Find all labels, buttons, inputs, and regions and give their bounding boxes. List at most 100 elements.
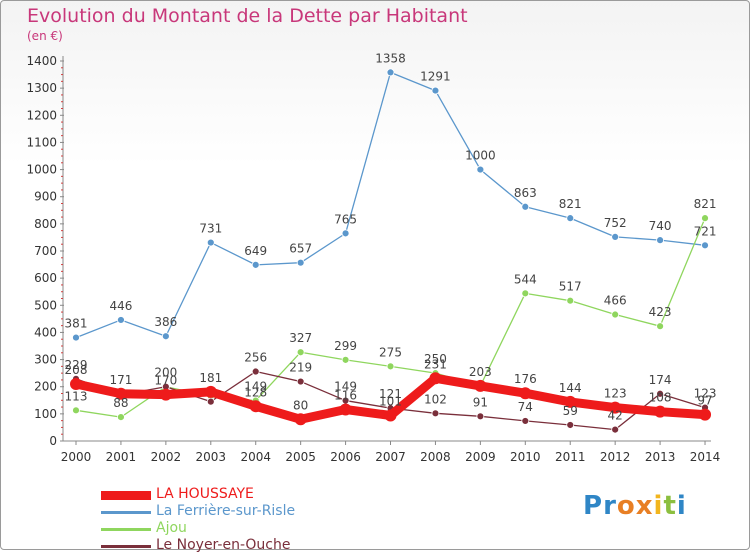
data-label: 80 — [293, 398, 308, 412]
data-point — [654, 405, 667, 418]
data-label: 256 — [244, 351, 267, 365]
data-label: 88 — [113, 396, 128, 410]
data-label: 203 — [469, 365, 492, 379]
data-label: 752 — [604, 216, 627, 230]
data-point — [161, 332, 170, 341]
logo-letter: P — [583, 491, 604, 521]
data-label: 821 — [559, 197, 582, 211]
data-label: 765 — [334, 212, 357, 226]
x-tick-label: 2013 — [645, 450, 676, 464]
data-label: 386 — [154, 315, 177, 329]
data-point — [701, 214, 709, 223]
y-tick-label: 1400 — [26, 54, 57, 68]
legend-label: La Ferrière-sur-Risle — [156, 503, 296, 519]
x-tick-label: 2001 — [106, 450, 137, 464]
data-label: 649 — [244, 244, 267, 258]
y-tick-label: 200 — [34, 380, 57, 394]
data-point — [339, 403, 352, 416]
data-label: 721 — [694, 224, 717, 238]
data-point — [251, 260, 260, 269]
data-point — [564, 395, 577, 408]
x-tick-label: 2010 — [510, 450, 541, 464]
data-label: 381 — [65, 317, 88, 331]
data-point — [656, 389, 664, 398]
data-point — [70, 378, 82, 390]
y-tick-label: 1200 — [26, 108, 57, 122]
data-point — [611, 232, 620, 241]
data-point — [72, 333, 80, 342]
data-label: 863 — [514, 186, 537, 200]
x-tick-label: 2002 — [151, 450, 182, 464]
data-label: 149 — [244, 380, 267, 394]
data-label: 200 — [154, 366, 177, 380]
data-label: 149 — [334, 380, 357, 394]
y-tick-label: 500 — [34, 298, 57, 312]
legend-swatch — [101, 491, 151, 500]
data-label: 1358 — [375, 51, 406, 65]
data-point — [296, 377, 305, 386]
data-label: 97 — [697, 394, 712, 408]
data-point — [117, 413, 125, 422]
data-label: 102 — [424, 392, 447, 406]
data-label: 423 — [649, 305, 672, 319]
logo-letter: i — [676, 491, 687, 521]
logo-letter: o — [616, 491, 636, 521]
y-tick-label: 100 — [34, 407, 57, 421]
data-point — [566, 296, 575, 305]
data-label: 174 — [649, 373, 672, 387]
data-label: 275 — [379, 345, 402, 359]
y-tick-label: 1000 — [26, 163, 57, 177]
y-tick-label: 600 — [34, 271, 57, 285]
data-point — [72, 406, 80, 415]
data-label: 171 — [109, 373, 132, 387]
logo-letter: i — [653, 491, 664, 521]
data-label: 657 — [289, 242, 312, 256]
data-label: 731 — [199, 222, 222, 236]
data-point — [386, 68, 395, 77]
y-tick-label: 400 — [34, 325, 57, 339]
data-label: 170 — [154, 374, 177, 388]
data-point — [384, 409, 397, 422]
legend-swatch — [101, 528, 151, 531]
data-label: 59 — [563, 404, 578, 418]
data-label: 108 — [649, 391, 672, 405]
data-label: 229 — [65, 358, 88, 372]
data-point — [386, 362, 395, 371]
data-label: 250 — [424, 352, 447, 366]
data-label: 74 — [518, 400, 533, 414]
data-label: 1000 — [465, 149, 496, 163]
data-label: 821 — [694, 197, 717, 211]
x-tick-label: 2003 — [196, 450, 227, 464]
data-point — [341, 229, 350, 238]
data-point — [611, 425, 620, 434]
data-label: 327 — [289, 331, 312, 345]
legend-label: Le Noyer-en-Ouche — [156, 537, 291, 553]
data-point — [249, 400, 262, 413]
legend-swatch — [101, 511, 151, 514]
data-label: 544 — [514, 272, 537, 286]
data-label: 42 — [608, 409, 623, 423]
data-point — [341, 355, 350, 364]
y-tick-label: 700 — [34, 244, 57, 258]
data-label: 123 — [694, 387, 717, 401]
data-point — [206, 397, 215, 406]
data-point — [204, 385, 217, 398]
x-tick-label: 2012 — [600, 450, 631, 464]
legend-label: Ajou — [156, 520, 187, 536]
data-label: 1291 — [420, 70, 451, 84]
data-point — [701, 241, 709, 250]
legend-label: LA HOUSSAYE — [156, 486, 254, 502]
y-tick-label: 900 — [34, 190, 57, 204]
data-label: 101 — [379, 394, 402, 408]
data-point — [206, 238, 215, 247]
data-label: 299 — [334, 339, 357, 353]
y-tick-label: 1300 — [26, 81, 57, 95]
data-label: 208 — [65, 363, 88, 377]
data-point — [251, 367, 260, 376]
data-label: 176 — [514, 372, 537, 386]
data-label: 517 — [559, 280, 582, 294]
x-tick-label: 2000 — [61, 450, 92, 464]
data-label: 740 — [649, 219, 672, 233]
data-point — [521, 202, 530, 211]
